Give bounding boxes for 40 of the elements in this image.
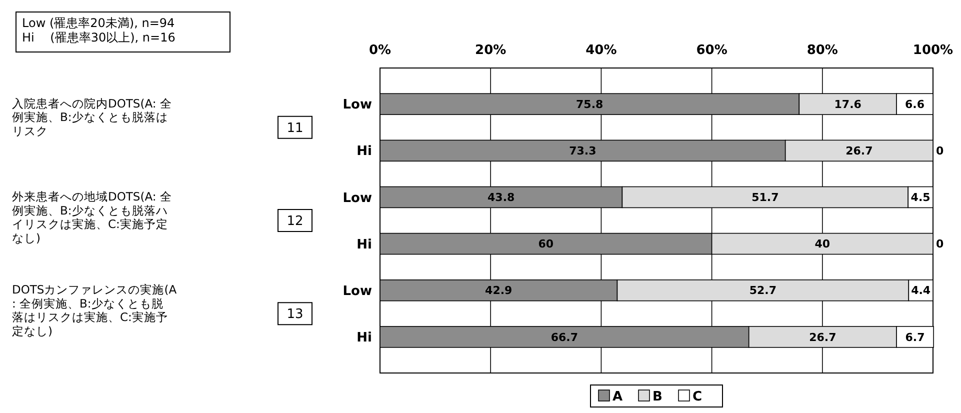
data-label: 73.3 xyxy=(569,144,596,158)
data-label: 0 xyxy=(936,144,944,158)
text: Low (罹患率20未満), n=94 Hi (罹患率30以上), n=16 xyxy=(22,16,176,44)
data-label: 26.7 xyxy=(846,144,873,158)
data-label: 0 xyxy=(936,238,944,251)
legend-label: A xyxy=(612,390,623,405)
x-tick-label: 60% xyxy=(696,43,728,58)
x-tick-label: 20% xyxy=(475,43,506,58)
data-label: 52.7 xyxy=(749,284,777,298)
y-tick-label: Low xyxy=(342,284,372,299)
data-label: 17.6 xyxy=(834,98,862,111)
data-label: 60 xyxy=(538,238,554,251)
data-label: 75.8 xyxy=(576,98,604,111)
text: 13 xyxy=(286,307,304,322)
y-tick-label: Hi xyxy=(356,330,372,346)
text: DOTSカンファレンスの実施(A: 全例実施、B:少なくとも脱落はリスクは実施、C:実施予定なし) xyxy=(12,282,177,338)
text: 外来患者への地域DOTS(A: 全例実施、B:少なくとも脱落ハイリスクは実施、C:実施予定なし) xyxy=(12,190,172,245)
data-label: 4.5 xyxy=(910,191,930,204)
data-label: 26.7 xyxy=(809,330,836,344)
data-label: 4.4 xyxy=(911,284,931,298)
data-label: 51.7 xyxy=(752,191,779,204)
legend-label: B xyxy=(652,390,662,405)
data-label: 43.8 xyxy=(488,191,515,204)
data-label: 40 xyxy=(814,238,830,251)
y-tick-label: Hi xyxy=(356,237,372,252)
y-tick-label: Low xyxy=(342,190,372,206)
x-tick-label: 0% xyxy=(368,43,392,58)
data-label: 66.7 xyxy=(550,330,578,344)
data-label: 42.9 xyxy=(485,284,512,298)
text: 11 xyxy=(286,120,304,136)
x-tick-label: 40% xyxy=(586,43,617,58)
data-label: 6.6 xyxy=(905,98,925,111)
data-label: 6.7 xyxy=(905,330,925,344)
y-tick-label: Low xyxy=(342,98,372,113)
x-tick-label: 100% xyxy=(912,43,954,58)
text: 12 xyxy=(286,214,304,230)
y-tick-label: Hi xyxy=(356,144,372,160)
legend-label: C xyxy=(692,390,702,405)
text: 入院患者への院内DOTS(A: 全例実施、B:少なくとも脱落はリスク xyxy=(12,96,172,138)
x-tick-label: 80% xyxy=(806,43,838,58)
